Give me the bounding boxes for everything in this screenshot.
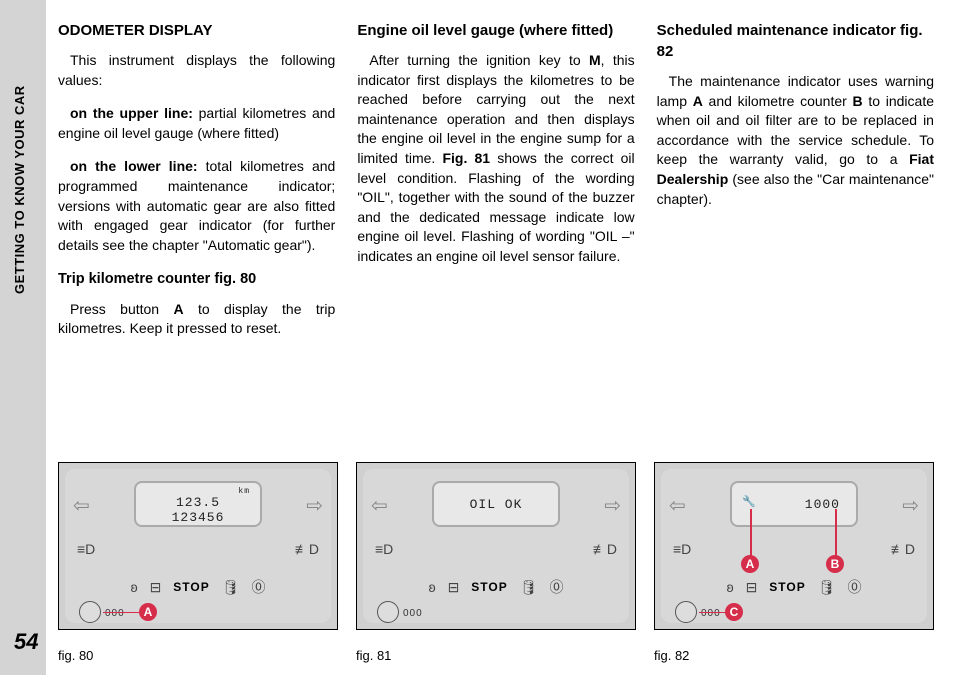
col1-p2-bold: on the upper line:	[70, 105, 199, 121]
callout-c: C	[725, 603, 743, 621]
sidebar: GETTING TO KNOW YOUR CAR 54	[0, 0, 46, 675]
right-arrow-icon: ⇨	[306, 493, 323, 518]
col3-heading: Scheduled maintenance indicator fig. 82	[657, 20, 934, 62]
callout-b: B	[826, 555, 844, 573]
beamoff-icon: ≢D	[891, 541, 915, 557]
lcd-l2: 123456	[172, 510, 225, 525]
column-1: ODOMETER DISPLAY This instrument display…	[58, 20, 335, 353]
lcd-l1: 123.5	[176, 495, 220, 510]
c3d: B	[853, 93, 863, 109]
col2-heading: Engine oil level gauge (where fitted)	[357, 20, 634, 41]
col1-p1: This instrument displays the following v…	[58, 51, 335, 90]
stop-label: STOP	[471, 580, 507, 594]
fig80-lcd: km 123.5 123456	[134, 481, 262, 527]
beam-icon: ≡D	[375, 541, 393, 557]
col1-p4: Press button A to display the trip kilom…	[58, 300, 335, 339]
stop-label: STOP	[173, 580, 209, 594]
c3b: A	[693, 93, 703, 109]
callout-line-a	[103, 612, 141, 614]
callout-line-a	[750, 509, 752, 557]
column-3: Scheduled maintenance indicator fig. 82 …	[657, 20, 934, 353]
col1-p4a: Press button	[70, 301, 173, 317]
icon-row-bottom: ʚ ⊟ STOP 🛢 ⓪	[428, 577, 563, 597]
fig80-dash: ⇦ ⇨ km 123.5 123456 ≡D ≢D ʚ ⊟ STOP 🛢 ⓪ 0…	[59, 463, 337, 629]
battery-icon: ⊟	[150, 579, 162, 596]
ooo-label: 000	[701, 608, 721, 619]
left-arrow-icon: ⇦	[669, 493, 686, 518]
battery-icon: ⊟	[448, 579, 460, 596]
fig81-dash: ⇦ ⇨ OIL OK ≡D ≢D ʚ ⊟ STOP 🛢 ⓪ 000	[357, 463, 635, 629]
icon-row-bottom: ʚ ⊟ STOP 🛢 ⓪	[726, 577, 861, 597]
right-arrow-icon: ⇨	[604, 493, 621, 518]
coil-icon: ʚ	[428, 579, 435, 595]
coil-icon: ʚ	[726, 579, 733, 595]
icon-row-mid: ≡D ≢D	[375, 541, 617, 557]
c3c: and kilometre counter	[703, 93, 853, 109]
col1-p3-bold: on the lower line:	[70, 158, 206, 174]
c2b: M	[589, 52, 601, 68]
right-arrow-icon: ⇨	[902, 493, 919, 518]
battery-icon: ⊟	[746, 579, 758, 596]
col1-p4b: A	[173, 301, 183, 317]
warn-icon: ⓪	[252, 577, 266, 597]
lcd-l1: OIL OK	[470, 497, 523, 512]
callout-line-c	[699, 612, 727, 614]
trip-knob	[79, 601, 101, 623]
ooo-label: 000	[105, 608, 125, 619]
fig80-caption: fig. 80	[58, 648, 338, 663]
icon-row-mid: ≡D ≢D	[673, 541, 915, 557]
figure-captions: fig. 80 fig. 81 fig. 82	[58, 648, 934, 663]
beamoff-icon: ≢D	[295, 541, 319, 557]
beam-icon: ≡D	[77, 541, 95, 557]
stop-label: STOP	[769, 580, 805, 594]
figure-80: F0B0244b ⇦ ⇨ km 123.5 123456 ≡D ≢D ʚ ⊟ S…	[58, 462, 338, 630]
col1-p2: on the upper line: partial kilometres an…	[58, 104, 335, 143]
oil-icon: 🛢	[520, 579, 538, 596]
c2e: shows the correct oil level condition. F…	[357, 150, 634, 264]
oil-icon: 🛢	[222, 579, 240, 596]
fig81-lcd: OIL OK	[432, 481, 560, 527]
c2d: Fig. 81	[442, 150, 490, 166]
figure-82: F0B0246b ⇦ ⇨ 🔧 1000 ≡D ≢D ʚ ⊟ STOP 🛢 ⓪ 0…	[654, 462, 934, 630]
warn-icon: ⓪	[550, 577, 564, 597]
left-arrow-icon: ⇦	[371, 493, 388, 518]
col1-subhead: Trip kilometre counter fig. 80	[58, 269, 335, 289]
col1-p3: on the lower line: total kilometres and …	[58, 157, 335, 255]
trip-knob	[377, 601, 399, 623]
fig82-dash: ⇦ ⇨ 🔧 1000 ≡D ≢D ʚ ⊟ STOP 🛢 ⓪ 000 A B	[655, 463, 933, 629]
column-2: Engine oil level gauge (where fitted) Af…	[357, 20, 634, 353]
fig81-caption: fig. 81	[356, 648, 636, 663]
callout-a: A	[139, 603, 157, 621]
col3-p1: The maintenance indicator uses warning l…	[657, 72, 934, 209]
col1-heading: ODOMETER DISPLAY	[58, 20, 335, 41]
trip-knob	[675, 601, 697, 623]
coil-icon: ʚ	[130, 579, 137, 595]
c2c: , this indicator first displays the kilo…	[357, 52, 634, 166]
icon-row-mid: ≡D ≢D	[77, 541, 319, 557]
icon-row-bottom: ʚ ⊟ STOP 🛢 ⓪	[130, 577, 265, 597]
ooo-label: 000	[403, 608, 423, 619]
text-columns: ODOMETER DISPLAY This instrument display…	[58, 20, 934, 353]
c2a: After turning the ignition key to	[369, 52, 589, 68]
figure-81: F0B0415b ⇦ ⇨ OIL OK ≡D ≢D ʚ ⊟ STOP 🛢 ⓪ 0…	[356, 462, 636, 630]
callout-a: A	[741, 555, 759, 573]
beamoff-icon: ≢D	[593, 541, 617, 557]
col2-p1: After turning the ignition key to M, thi…	[357, 51, 634, 267]
sidebar-section-label: GETTING TO KNOW YOUR CAR	[12, 85, 27, 294]
callout-line-b	[835, 509, 837, 557]
fig82-caption: fig. 82	[654, 648, 934, 663]
warn-icon: ⓪	[848, 577, 862, 597]
figures-row: F0B0244b ⇦ ⇨ km 123.5 123456 ≡D ≢D ʚ ⊟ S…	[58, 462, 934, 630]
page-number: 54	[14, 629, 38, 655]
beam-icon: ≡D	[673, 541, 691, 557]
oil-icon: 🛢	[818, 579, 836, 596]
left-arrow-icon: ⇦	[73, 493, 90, 518]
